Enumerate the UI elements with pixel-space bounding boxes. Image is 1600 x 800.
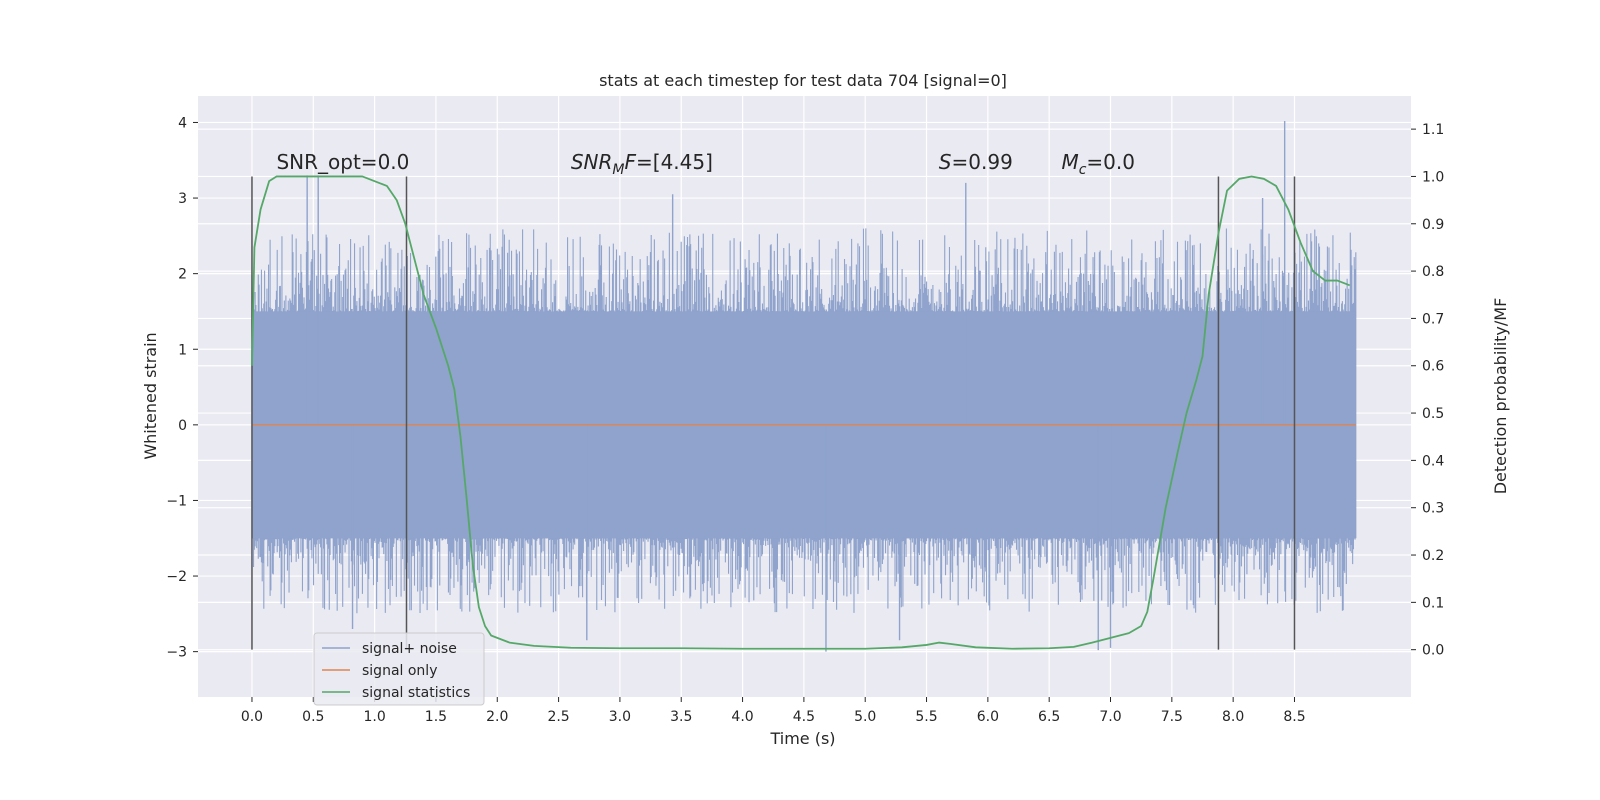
- x-tick-label-15: 7.5: [1161, 709, 1183, 725]
- y-tick-label-1: 3: [178, 191, 187, 207]
- legend-box: [313, 632, 485, 706]
- annotation-snr-opt: SNR_opt=0.0: [276, 150, 409, 174]
- chart-title: stats at each timestep for test data 704…: [599, 71, 1007, 90]
- y2-tick-label-9: 0.2: [1422, 548, 1444, 564]
- x-tick-label-12: 6.0: [977, 709, 999, 725]
- y2-tick-label-11: 0.0: [1422, 643, 1444, 659]
- y-tick-label-0: 4: [178, 115, 187, 131]
- x-tick-label-8: 4.0: [731, 709, 753, 725]
- y-tick-label-7: −3: [166, 645, 187, 661]
- x-tick-label-16: 8.0: [1222, 709, 1244, 725]
- legend-label-signal-statistics: signal statistics: [362, 685, 470, 701]
- signal-statistics-line: [251, 175, 1351, 650]
- x-tick-label-5: 2.5: [547, 709, 569, 725]
- annotations: SNR_opt=0.0 SNRMF=[4.45] S=0.99 Mc=0.0: [276, 150, 1135, 178]
- y-tick-label-5: −1: [166, 493, 187, 509]
- y2-tick-label-8: 0.3: [1422, 501, 1444, 517]
- series-signal-statistics: [251, 175, 1351, 650]
- x-tick-label-1: 0.5: [302, 709, 324, 725]
- x-tick-label-4: 2.0: [486, 709, 508, 725]
- legend-label-signal-noise: signal+ noise: [362, 641, 457, 657]
- vertical-markers: [251, 176, 1296, 650]
- y2-tick-label-6: 0.5: [1422, 406, 1444, 422]
- x-axis-label: Time (s): [769, 729, 835, 748]
- axis-ticks: 0.0 0.5 1.0 1.5 2.0 2.5 3.0 3.5 4.0 4.5 5.0 5.5 6.0 6…: [166, 115, 1444, 725]
- y2-tick-label-7: 0.4: [1422, 453, 1444, 469]
- y2-tick-label-1: 1.0: [1422, 169, 1444, 185]
- y2-tick-label-5: 0.6: [1422, 359, 1444, 375]
- x-tick-label-10: 5.0: [854, 709, 876, 725]
- x-tick-label-9: 4.5: [793, 709, 815, 725]
- annotation-mc-stat: Mc=0.0: [1061, 150, 1135, 178]
- legend-label-signal-only: signal only: [362, 663, 437, 679]
- y2-axis-label: Detection probability/MF: [1491, 298, 1510, 495]
- x-tick-label-7: 3.5: [670, 709, 692, 725]
- x-tick-label-14: 7.0: [1099, 709, 1121, 725]
- x-tick-label-0: 0.0: [241, 709, 263, 725]
- x-tick-label-11: 5.5: [915, 709, 937, 725]
- annotation-snr-mf: SNRMF=[4.45]: [571, 150, 713, 178]
- y-tick-label-6: −2: [166, 569, 187, 585]
- y2-tick-label-2: 0.9: [1422, 217, 1444, 233]
- x-tick-label-6: 3.0: [609, 709, 631, 725]
- y-tick-label-3: 1: [178, 342, 187, 358]
- legend: signal+ noise signal only signal statist…: [313, 632, 485, 706]
- y-tick-label-4: 0: [178, 418, 187, 434]
- y2-tick-label-3: 0.8: [1422, 264, 1444, 280]
- y2-tick-label-10: 0.1: [1422, 595, 1444, 611]
- y2-tick-label-4: 0.7: [1422, 311, 1444, 327]
- y-tick-label-2: 2: [178, 267, 187, 283]
- y2-tick-label-0: 1.1: [1422, 122, 1444, 138]
- y-axis-label: Whitened strain: [141, 332, 160, 459]
- x-tick-label-2: 1.0: [363, 709, 385, 725]
- annotation-s-stat: S=0.99: [939, 150, 1013, 174]
- x-tick-label-17: 8.5: [1283, 709, 1305, 725]
- x-tick-label-3: 1.5: [425, 709, 447, 725]
- x-tick-label-13: 6.5: [1038, 709, 1060, 725]
